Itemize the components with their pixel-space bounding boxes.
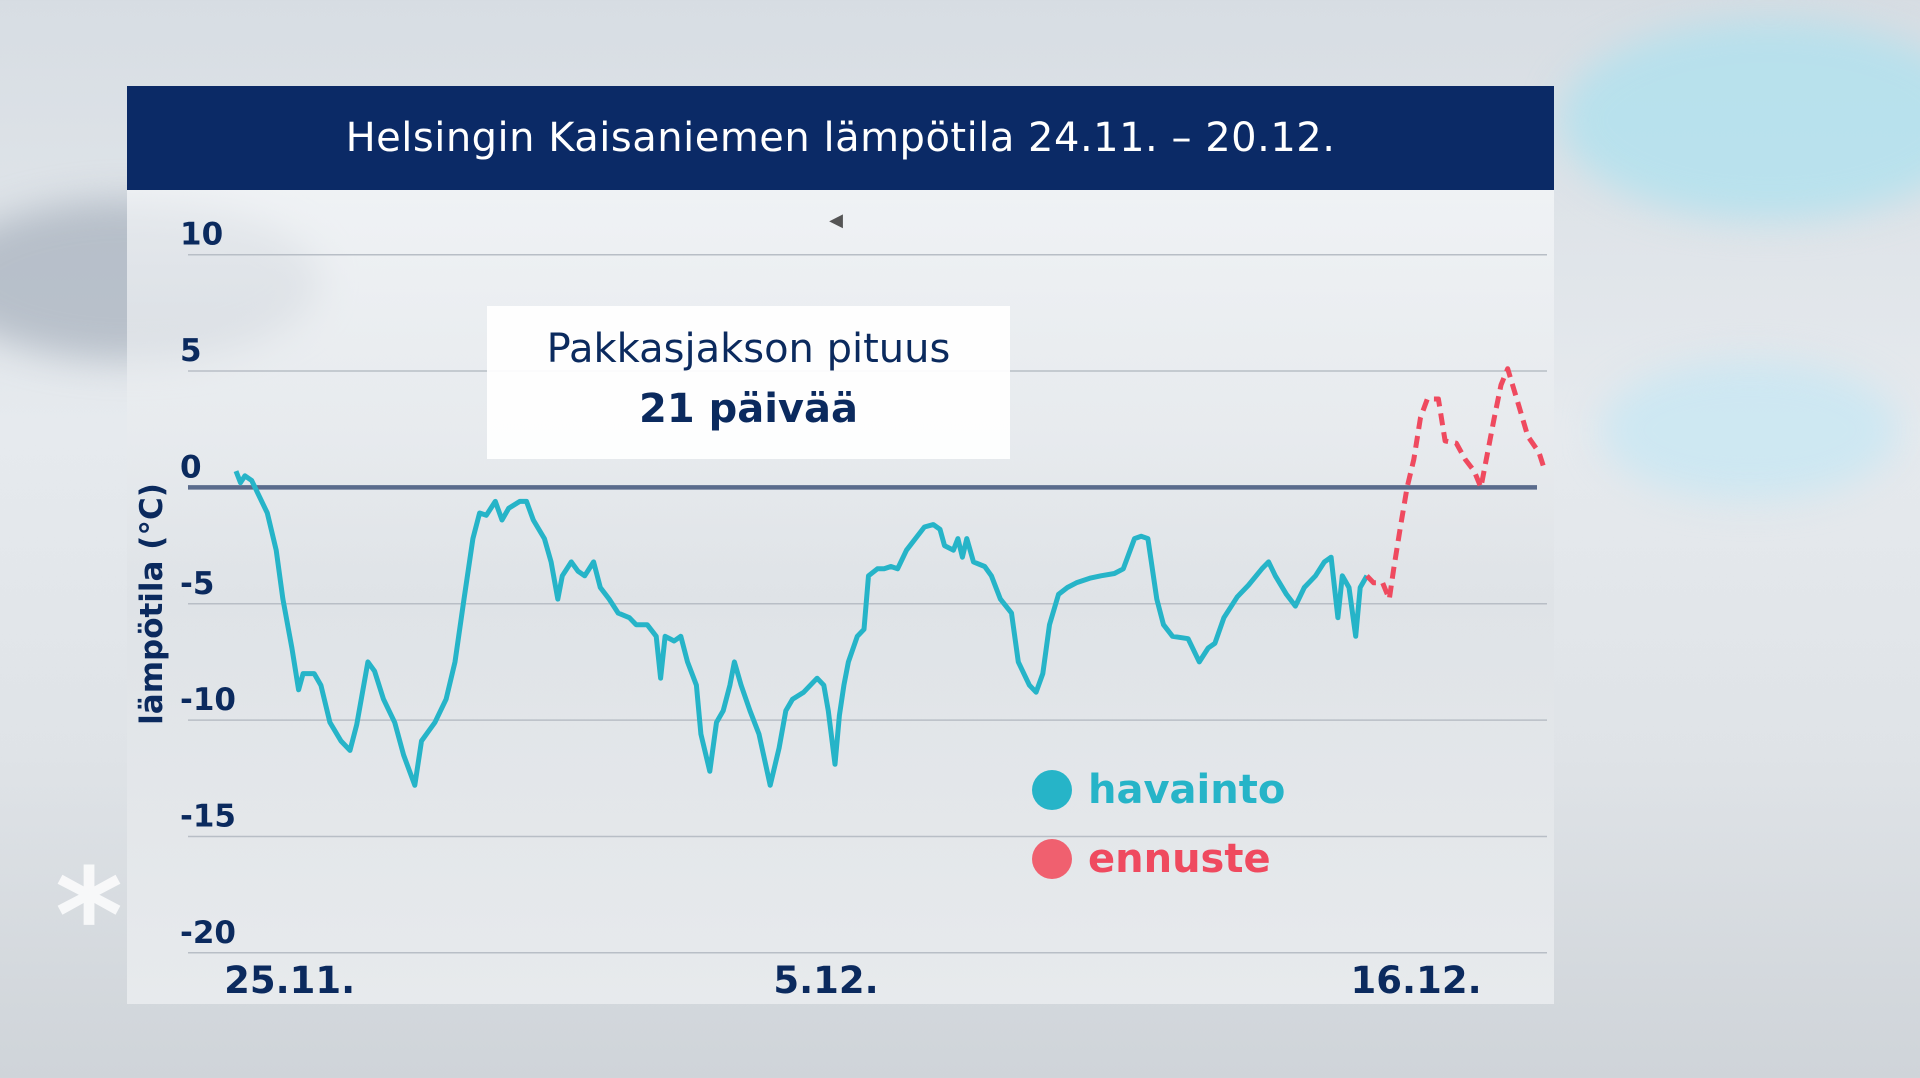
legend-label: havainto bbox=[1088, 767, 1286, 813]
legend-label: ennuste bbox=[1088, 836, 1271, 882]
series-line-havainto bbox=[233, 470, 1370, 788]
y-tick-label: -5 bbox=[180, 566, 214, 602]
x-tick-label: 25.11. bbox=[224, 959, 355, 1002]
x-tick-label: 16.12. bbox=[1351, 959, 1482, 1002]
legend-dot-havainto bbox=[1032, 770, 1072, 810]
y-tick-label: 0 bbox=[180, 449, 202, 485]
y-tick-label: 5 bbox=[180, 333, 202, 369]
legend-item-ennuste: ennuste bbox=[1032, 836, 1271, 882]
background-cloud bbox=[1560, 20, 1920, 220]
y-tick-label: -10 bbox=[180, 682, 236, 718]
y-tick-label: -20 bbox=[180, 915, 236, 951]
y-tick-label: 10 bbox=[180, 217, 223, 253]
frost-period-annotation: Pakkasjakson pituus 21 päivää bbox=[487, 306, 1010, 459]
background-cloud bbox=[1600, 360, 1900, 500]
chart-title-bar: Helsingin Kaisaniemen lämpötila 24.11. –… bbox=[127, 86, 1554, 190]
series-line-ennuste bbox=[1365, 366, 1546, 602]
x-tick-label: 5.12. bbox=[773, 959, 878, 1002]
annotation-title: Pakkasjakson pituus bbox=[546, 326, 951, 372]
y-tick-label: -15 bbox=[180, 798, 236, 834]
snowflake-icon: * bbox=[55, 840, 123, 992]
y-axis-label: lämpötila (°C) bbox=[134, 483, 170, 725]
legend-dot-ennuste bbox=[1032, 839, 1072, 879]
triangle-left-icon: ◀ bbox=[829, 210, 843, 231]
legend-item-havainto: havainto bbox=[1032, 767, 1285, 813]
annotation-value: 21 päivää bbox=[639, 386, 858, 432]
chart-title: Helsingin Kaisaniemen lämpötila 24.11. –… bbox=[345, 115, 1336, 161]
